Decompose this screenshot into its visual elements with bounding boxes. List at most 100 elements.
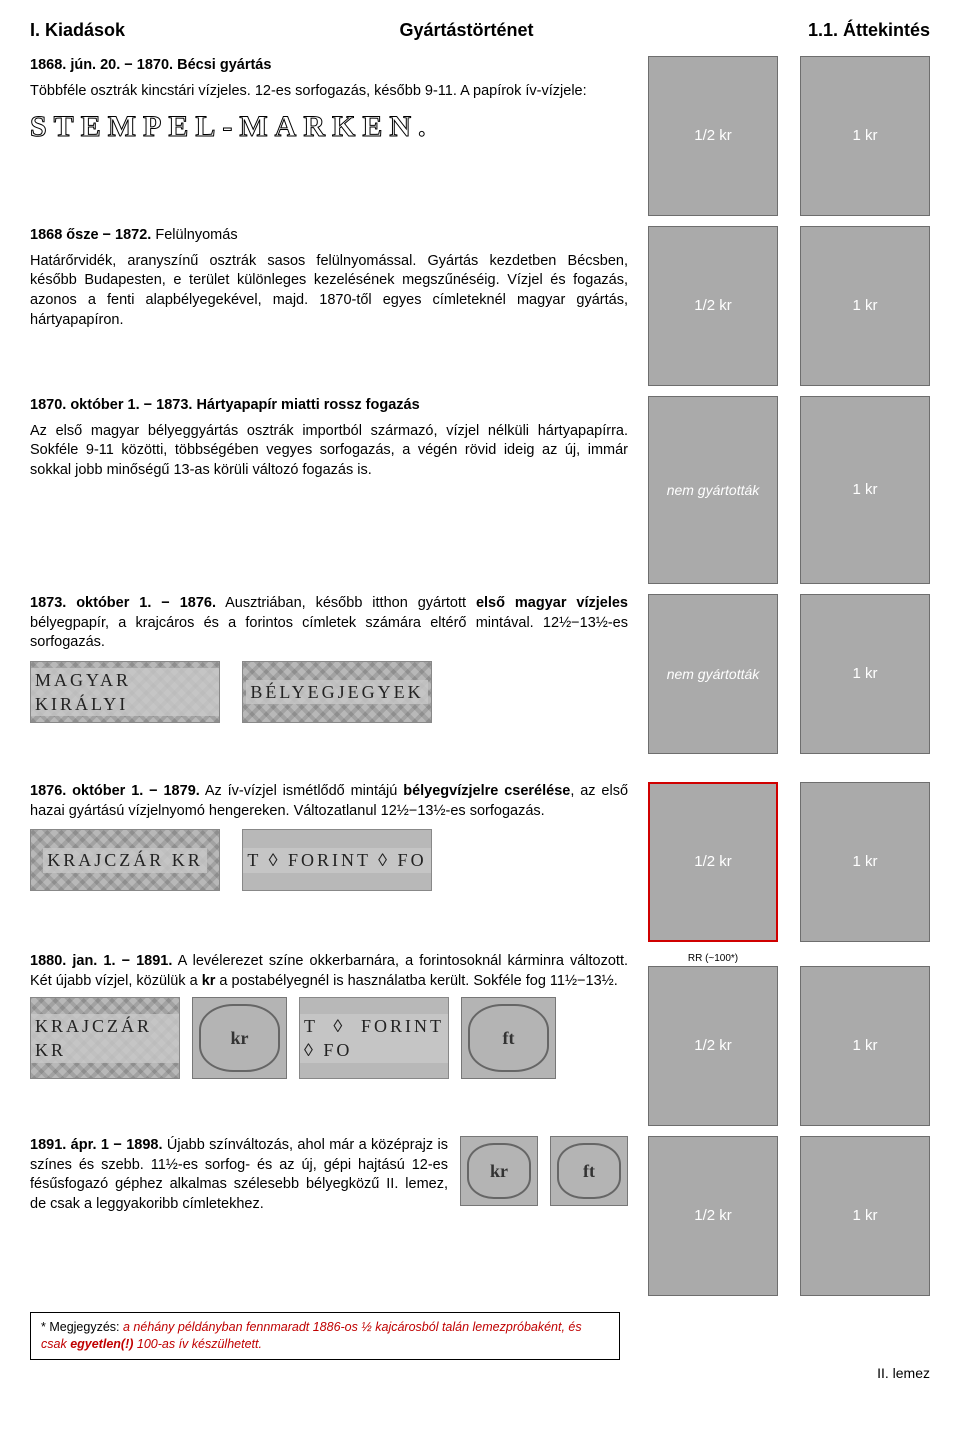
stamp-label: nem gyártották [667, 665, 760, 684]
watermark-sample-ft: ft [550, 1136, 628, 1206]
watermark-sample-forint: T ◊ FORINT ◊ FO [299, 997, 449, 1079]
stamp-label: 1/2 kr [694, 1036, 732, 1056]
footnote-bold: egyetlen(!) [70, 1337, 133, 1351]
title-part: bélyegpapír, a krajcáros és a forintos c… [30, 615, 628, 651]
stamp-half-kr: 1/2 kr [648, 1136, 778, 1296]
stamp-1-kr: 1 kr [800, 56, 930, 216]
header-left: I. Kiadások [30, 18, 125, 42]
stamp-label: 1/2 kr [694, 296, 732, 316]
footnote-red-text: 100-as ív készülhetett. [137, 1337, 262, 1351]
stamp-half-kr-highlighted: 1/2 kr [648, 782, 778, 942]
title-light: Felülnyomás [151, 227, 237, 243]
stamp-label: 1 kr [852, 852, 877, 872]
watermark-row: MAGYAR KIRÁLYI BÉLYEGJEGYEK [30, 661, 628, 723]
title-part: 1891. ápr. 1 − 1898. [30, 1137, 163, 1153]
watermark-row: KRAJCZÁR KR T ◊ FORINT ◊ FO [30, 829, 628, 891]
stamp-pair: nem gyártották 1 kr [648, 594, 930, 754]
title-part: 1880. jan. 1. − 1891. [30, 953, 172, 969]
stamp-pair: 1/2 kr 1 kr [648, 226, 930, 386]
footnote-box: * Megjegyzés: a néhány példányban fennma… [30, 1312, 620, 1360]
header-center: Gyártástörténet [399, 18, 533, 42]
stamp-label: 1/2 kr [694, 126, 732, 146]
watermark-text: KRAJCZÁR KR [31, 1014, 179, 1063]
watermark-sample-left: KRAJCZÁR KR [30, 829, 220, 891]
stamp-not-produced: nem gyártották [648, 396, 778, 584]
section-1868-becs: 1868. jún. 20. − 1870. Bécsi gyártás Töb… [30, 56, 930, 216]
page-header: I. Kiadások Gyártástörténet 1.1. Áttekin… [30, 18, 930, 42]
stempel-marken-wordmark: STEMPEL-MARKEN. [30, 107, 628, 148]
text-col: 1870. október 1. − 1873. Hártyapapír mia… [30, 396, 628, 480]
text-col: 1873. október 1. − 1876. Ausztriában, ké… [30, 594, 628, 723]
section-title: 1870. október 1. − 1873. Hártyapapír mia… [30, 396, 628, 416]
section-title: 1868. jún. 20. − 1870. Bécsi gyártás [30, 56, 628, 76]
watermark-sample-kr: kr [192, 997, 287, 1079]
section-body: Többféle osztrák kincstári vízjeles. 12-… [30, 82, 628, 102]
stamp-pair: 1/2 kr 1 kr [648, 782, 930, 942]
title-bold: 1868 ősze − 1872. [30, 227, 151, 243]
stamp-half-kr: 1/2 kr [648, 226, 778, 386]
title-part: első magyar vízjeles [476, 595, 628, 611]
rarity-label: RR (~100*) [688, 952, 738, 964]
section-1868-felulnyomas: 1868 ősze − 1872. Felülnyomás Határőrvid… [30, 226, 930, 386]
text-col: 1868 ősze − 1872. Felülnyomás Határőrvid… [30, 226, 628, 330]
watermark-text: T ◊ FORINT ◊ FO [300, 1014, 448, 1063]
watermark-sample-ft: ft [461, 997, 556, 1079]
header-right: 1.1. Áttekintés [808, 18, 930, 42]
stamp-1-kr: 1 kr [800, 594, 930, 754]
footnote-prefix: * Megjegyzés: [41, 1320, 123, 1334]
bottom-right-label: II. lemez [30, 1364, 930, 1383]
stamp-label: 1 kr [852, 1036, 877, 1056]
stamp-1-kr: 1 kr [800, 1136, 930, 1296]
text-col: 1891. ápr. 1 − 1898. Újabb színváltozás,… [30, 1136, 628, 1214]
watermark-sample-right: T ◊ FORINT ◊ FO [242, 829, 432, 891]
text-col: 1876. október 1. − 1879. Az ív-vízjel is… [30, 782, 628, 891]
stamp-label: nem gyártották [667, 481, 760, 500]
stamp-label: 1 kr [852, 664, 877, 684]
watermark-sample-left: MAGYAR KIRÁLYI [30, 661, 220, 723]
stamp-label: 1/2 kr [694, 1206, 732, 1226]
stamp-label: 1 kr [852, 296, 877, 316]
section-body: Határőrvidék, aranyszínű osztrák sasos f… [30, 252, 628, 330]
watermark-sample-krajczar: KRAJCZÁR KR [30, 997, 180, 1079]
stamp-not-produced: nem gyártották [648, 594, 778, 754]
stamp-half-kr: 1/2 kr [648, 56, 778, 216]
stamp-label: 1 kr [852, 480, 877, 500]
stamp-label: 1/2 kr [694, 852, 732, 872]
title-part: a postabélyegnél is használatba került. … [215, 973, 617, 989]
title-part: bélyegvízjelre cserélése [403, 783, 570, 799]
title-part: Ausztriában, később itthon gyártott [216, 595, 476, 611]
stamp-1-kr: 1 kr [800, 966, 930, 1126]
watermark-sample-kr: kr [460, 1136, 538, 1206]
title-part: 1876. október 1. − 1879. [30, 783, 200, 799]
stamp-1-kr: 1 kr [800, 226, 930, 386]
text-col: 1880. jan. 1. − 1891. A levélerezet szín… [30, 952, 628, 1079]
section-title: 1868 ősze − 1872. Felülnyomás [30, 226, 628, 246]
stamp-pair: RR (~100*) 1/2 kr 1 kr [648, 952, 930, 1126]
watermark-row-combined: KRAJCZÁR KR kr T ◊ FORINT ◊ FO ft [30, 997, 628, 1079]
watermark-text: KRAJCZÁR KR [43, 848, 207, 872]
title-part: kr [202, 973, 216, 989]
stamp-pair: nem gyártották 1 kr [648, 396, 930, 584]
section-title-mixed: 1873. október 1. − 1876. Ausztriában, ké… [30, 594, 628, 653]
section-title-mixed: 1880. jan. 1. − 1891. A levélerezet szín… [30, 952, 628, 991]
section-1873-vizjeles: 1873. október 1. − 1876. Ausztriában, ké… [30, 594, 930, 754]
text-col: 1868. jún. 20. − 1870. Bécsi gyártás Töb… [30, 56, 628, 148]
section-title-mixed: 1876. október 1. − 1879. Az ív-vízjel is… [30, 782, 628, 821]
section-1880: 1880. jan. 1. − 1891. A levélerezet szín… [30, 952, 930, 1126]
title-part: Az ív-vízjel ismétlődő mintájú [200, 783, 403, 799]
stamp-pair: 1/2 kr 1 kr [648, 1136, 930, 1296]
section-1891: 1891. ápr. 1 − 1898. Újabb színváltozás,… [30, 1136, 930, 1296]
stamp-label: 1 kr [852, 1206, 877, 1226]
watermark-sample-right: BÉLYEGJEGYEK [242, 661, 432, 723]
section-body: Az első magyar bélyeggyártás osztrák imp… [30, 422, 628, 481]
watermark-text: BÉLYEGJEGYEK [246, 680, 427, 704]
section-1870-hartya: 1870. október 1. − 1873. Hártyapapír mia… [30, 396, 930, 584]
watermark-text: T ◊ FORINT ◊ FO [243, 848, 430, 872]
stamp-1-kr: 1 kr [800, 396, 930, 584]
watermark-text: MAGYAR KIRÁLYI [31, 668, 219, 717]
title-part: 1873. október 1. − 1876. [30, 595, 216, 611]
stamp-pair: 1/2 kr 1 kr [648, 56, 930, 216]
stamp-half-kr: 1/2 kr [648, 966, 778, 1126]
stamp-1-kr: 1 kr [800, 782, 930, 942]
section-1876-belyegvizjel: 1876. október 1. − 1879. Az ív-vízjel is… [30, 782, 930, 942]
